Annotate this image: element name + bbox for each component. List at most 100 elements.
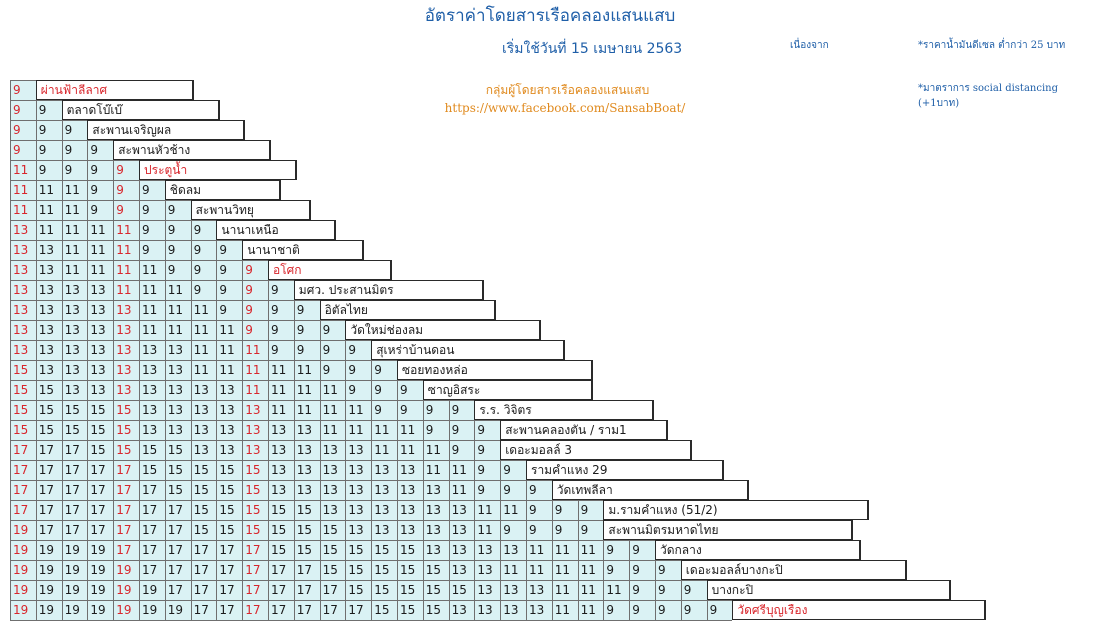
fare-cell: 13 bbox=[87, 280, 115, 300]
fare-cell: 9 bbox=[526, 520, 553, 540]
fare-cell: 13 bbox=[87, 360, 115, 380]
fare-cell: 11 bbox=[293, 360, 321, 380]
group-facebook-link[interactable]: https://www.facebook.com/SansabBoat/ bbox=[444, 101, 686, 115]
fare-cell: 11 bbox=[190, 320, 218, 340]
fare-cell: 9 bbox=[500, 460, 527, 480]
fare-cell: 15 bbox=[190, 520, 218, 540]
fare-cell: 11 bbox=[10, 200, 37, 220]
fare-cell: 15 bbox=[35, 420, 63, 440]
fare-cell: 11 bbox=[190, 340, 218, 360]
station-label: นานาชาติ bbox=[242, 240, 365, 260]
fare-cell: 17 bbox=[164, 540, 192, 560]
fare-cell: 9 bbox=[629, 540, 656, 560]
fare-cell: 9 bbox=[293, 300, 321, 320]
fare-cell: 19 bbox=[113, 600, 140, 620]
fare-cell: 11 bbox=[113, 280, 140, 300]
fare-cell: 13 bbox=[371, 460, 398, 480]
fare-cell: 13 bbox=[61, 300, 89, 320]
fare-cell: 19 bbox=[61, 560, 89, 580]
fare-cell: 11 bbox=[10, 180, 37, 200]
fare-cell: 13 bbox=[35, 240, 63, 260]
fare-cell: 9 bbox=[603, 540, 631, 560]
fare-cell: 15 bbox=[10, 360, 37, 380]
fare-cell: 17 bbox=[268, 580, 295, 600]
fare-cell: 9 bbox=[61, 120, 89, 140]
fare-cell: 11 bbox=[268, 360, 295, 380]
fare-cell: 15 bbox=[35, 400, 63, 420]
fare-cell: 11 bbox=[371, 420, 398, 440]
fare-cell: 9 bbox=[190, 220, 218, 240]
fare-cell: 17 bbox=[164, 520, 192, 540]
fare-cell: 17 bbox=[61, 440, 89, 460]
fare-cell: 9 bbox=[551, 520, 579, 540]
fare-cell: 13 bbox=[242, 440, 269, 460]
fare-cell: 13 bbox=[345, 460, 373, 480]
fare-cell: 19 bbox=[10, 540, 37, 560]
fare-cell: 9 bbox=[87, 200, 115, 220]
fare-cell: 19 bbox=[35, 600, 63, 620]
station-label: เดอะมอลล์ 3 bbox=[500, 440, 693, 460]
fare-cell: 9 bbox=[113, 200, 140, 220]
fare-cell: 11 bbox=[551, 560, 579, 580]
fare-cell: 9 bbox=[190, 280, 218, 300]
table-bottom-border bbox=[10, 620, 733, 621]
station-label: ตลาดโบ๊เบ๊ bbox=[61, 100, 220, 120]
fare-cell: 11 bbox=[216, 340, 244, 360]
fare-cell: 13 bbox=[397, 460, 424, 480]
fare-cell: 9 bbox=[87, 140, 115, 160]
fare-cell: 17 bbox=[139, 560, 166, 580]
fare-cell: 13 bbox=[319, 440, 347, 460]
fare-cell: 19 bbox=[10, 580, 37, 600]
fare-cell: 11 bbox=[139, 320, 166, 340]
fare-cell: 17 bbox=[268, 560, 295, 580]
fare-cell: 17 bbox=[61, 460, 89, 480]
fare-cell: 17 bbox=[319, 600, 347, 620]
fare-cell: 13 bbox=[293, 420, 321, 440]
fare-cell: 13 bbox=[113, 380, 140, 400]
fare-cell: 9 bbox=[10, 80, 37, 100]
fare-cell: 17 bbox=[164, 560, 192, 580]
fare-cell: 19 bbox=[139, 580, 166, 600]
fare-cell: 9 bbox=[139, 240, 166, 260]
fare-cell: 13 bbox=[10, 280, 37, 300]
fare-cell: 13 bbox=[345, 500, 373, 520]
fare-cell: 15 bbox=[242, 460, 269, 480]
fare-cell: 13 bbox=[448, 600, 476, 620]
fare-cell: 11 bbox=[35, 200, 63, 220]
fare-cell: 13 bbox=[139, 400, 166, 420]
fare-cell: 15 bbox=[293, 500, 321, 520]
fare-cell: 11 bbox=[113, 220, 140, 240]
fare-cell: 13 bbox=[526, 580, 553, 600]
fare-cell: 15 bbox=[113, 400, 140, 420]
station-label: มศว. ประสานมิตร bbox=[293, 280, 484, 300]
fare-cell: 15 bbox=[216, 460, 244, 480]
fare-cell: 15 bbox=[397, 540, 424, 560]
fare-cell: 9 bbox=[10, 100, 37, 120]
note-social-distancing: *มาตราการ social distancing (+1บาท) bbox=[918, 83, 1058, 109]
fare-cell: 13 bbox=[35, 360, 63, 380]
fare-cell: 11 bbox=[577, 540, 605, 560]
fare-cell: 13 bbox=[242, 400, 269, 420]
fare-cell: 19 bbox=[87, 560, 115, 580]
fare-cell: 15 bbox=[345, 560, 373, 580]
fare-cell: 19 bbox=[164, 600, 192, 620]
fare-cell: 11 bbox=[319, 400, 347, 420]
fare-cell: 13 bbox=[422, 520, 450, 540]
fare-cell: 13 bbox=[164, 400, 192, 420]
fare-cell: 11 bbox=[397, 440, 424, 460]
fare-cell: 13 bbox=[139, 380, 166, 400]
fare-cell: 11 bbox=[474, 520, 502, 540]
fare-cell: 13 bbox=[87, 300, 115, 320]
fare-cell: 17 bbox=[293, 560, 321, 580]
fare-cell: 9 bbox=[319, 360, 347, 380]
fare-cell: 17 bbox=[190, 540, 218, 560]
fare-cell: 15 bbox=[371, 560, 398, 580]
fare-cell: 17 bbox=[242, 600, 269, 620]
fare-cell: 11 bbox=[10, 160, 37, 180]
fare-cell: 9 bbox=[242, 320, 269, 340]
fare-cell: 9 bbox=[164, 200, 192, 220]
fare-cell: 15 bbox=[87, 440, 115, 460]
fare-cell: 13 bbox=[113, 300, 140, 320]
fare-cell: 15 bbox=[190, 460, 218, 480]
fare-cell: 13 bbox=[10, 240, 37, 260]
